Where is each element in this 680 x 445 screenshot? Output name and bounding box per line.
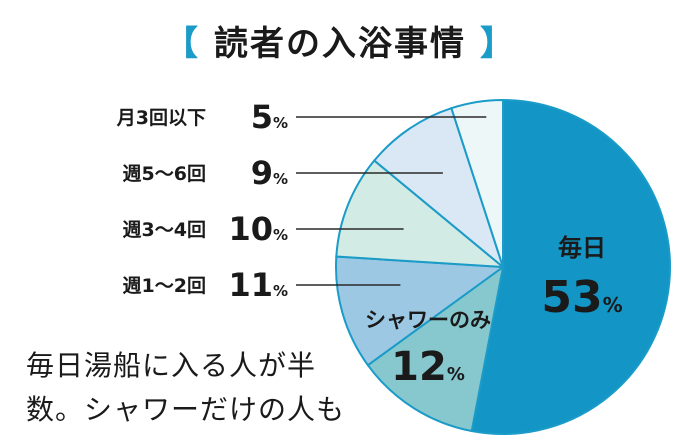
pie-slice-2 [335,255,506,367]
pie-slice-4 [372,106,506,270]
slice-label-2: 週1〜2回 [123,275,206,297]
slice-value-1: 12% [391,344,465,390]
pie-slice-3 [335,159,507,269]
slice-value-0: 53% [541,272,622,323]
chart-title: 【読者の入浴事情】 [0,16,680,65]
pie-slices [335,98,671,435]
title-close-bracket: 】 [480,24,516,64]
slice-value-3: 10% [228,210,288,248]
caption-text: 毎日湯船に入る人が半数。シャワーだけの人も [26,349,346,426]
title-text: 読者の入浴事情 [214,24,466,64]
title-open-bracket: 【 [164,24,200,64]
slice-label-0: 毎日 [558,234,606,262]
slice-value-2: 11% [228,266,288,304]
pie-slice-0 [470,98,671,435]
slice-label-5: 月3回以下 [116,107,206,129]
pie-slice-1 [366,264,505,433]
slice-label-3: 週3〜4回 [123,219,206,241]
slice-label-1: シャワーのみ [365,308,491,332]
slice-value-4: 9% [251,154,288,192]
pie-slice-5 [450,98,504,268]
slice-value-5: 5% [251,98,288,136]
leader-lines [296,116,487,286]
slice-labels: 毎日 53% シャワーのみ 12% 月3回以下 5% 週5〜6回 9% 週3〜4回 10% 週1〜2… [116,98,623,390]
slice-label-4: 週5〜6回 [123,163,206,185]
